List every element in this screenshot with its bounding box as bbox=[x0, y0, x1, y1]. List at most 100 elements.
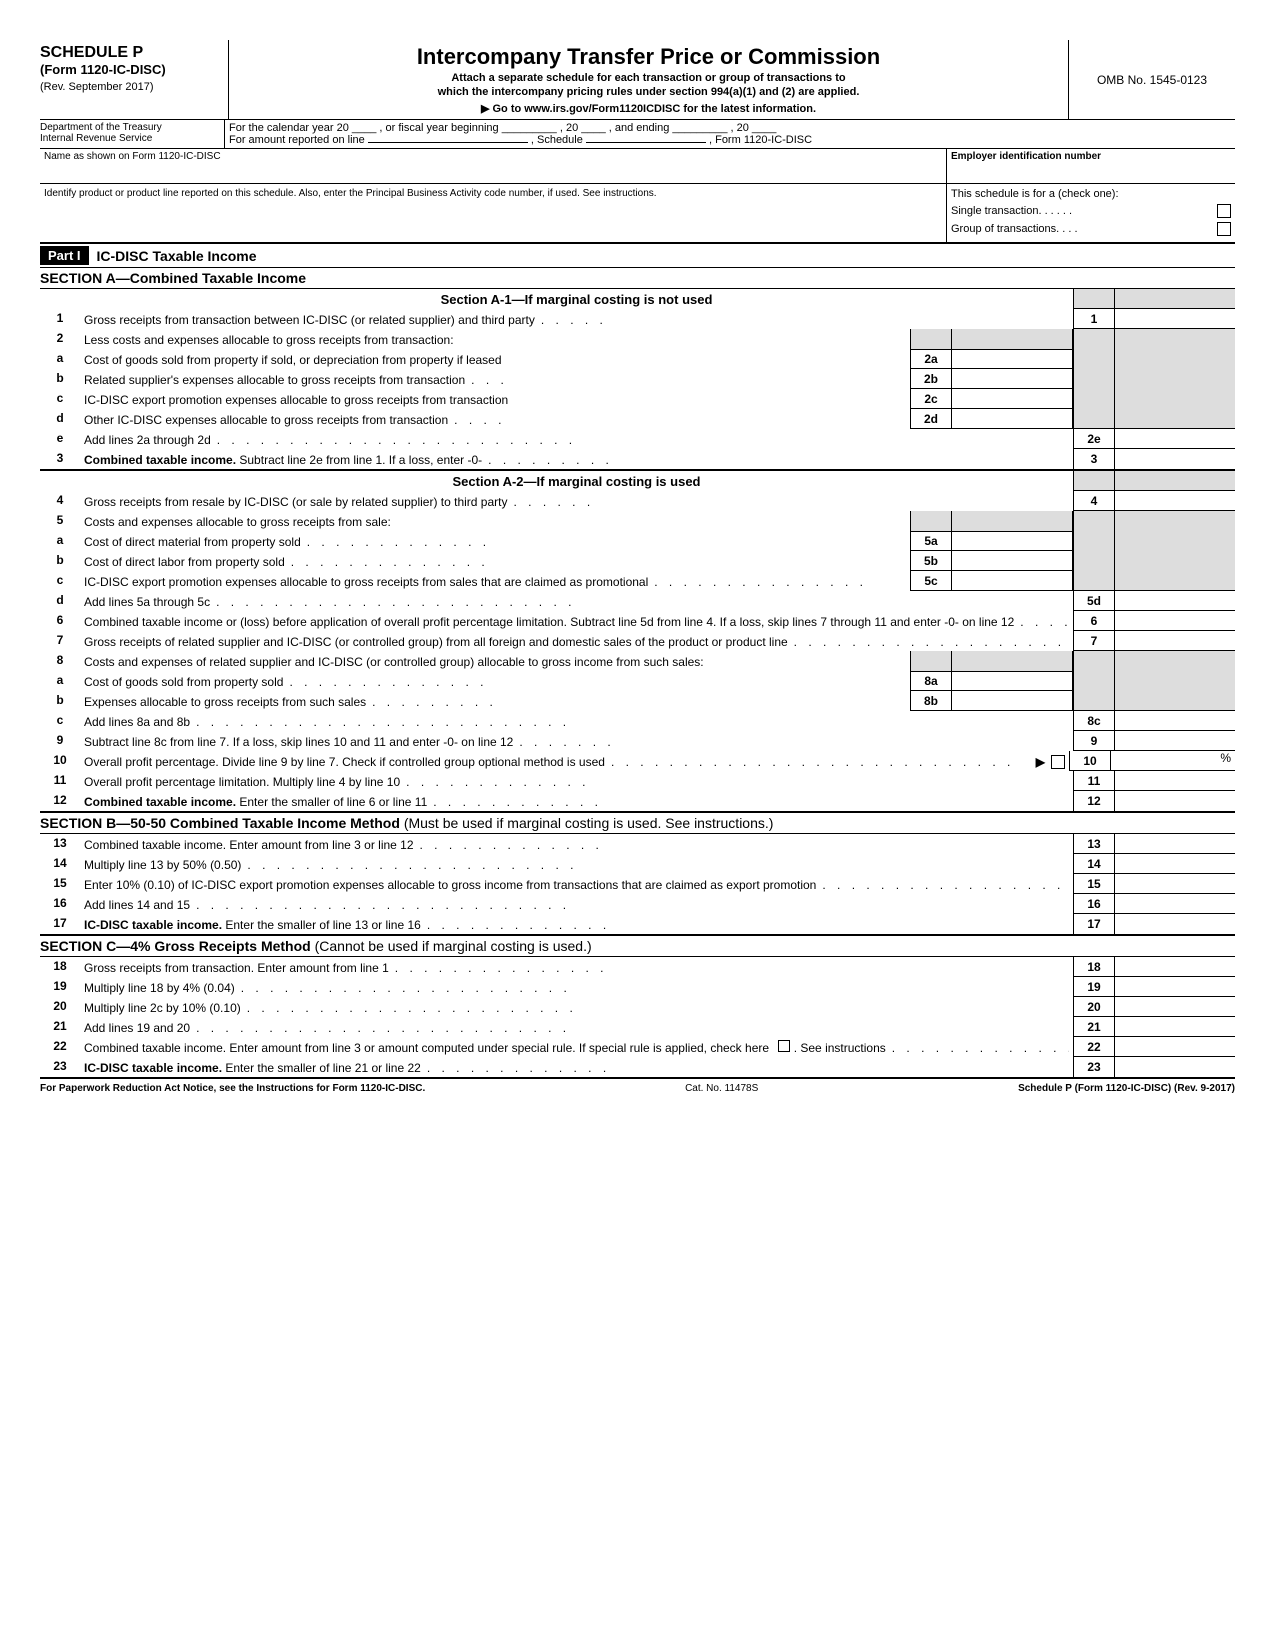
line-11-amount[interactable] bbox=[1115, 771, 1235, 791]
line-14: 14 Multiply line 13 by 50% (0.50). . . .… bbox=[40, 854, 1235, 874]
single-trans-checkbox[interactable] bbox=[1217, 204, 1231, 218]
line-5c-amount[interactable] bbox=[952, 571, 1073, 591]
ein-label: Employer identification number bbox=[946, 149, 1235, 183]
section-b-header: SECTION B—50-50 Combined Taxable Income … bbox=[40, 813, 1235, 834]
line-18-amount[interactable] bbox=[1115, 957, 1235, 977]
line-2b-amount[interactable] bbox=[952, 369, 1073, 389]
schedule-input[interactable] bbox=[586, 142, 706, 143]
line-23: 23 IC-DISC taxable income. Enter the sma… bbox=[40, 1057, 1235, 1079]
line-15-amount[interactable] bbox=[1115, 874, 1235, 894]
line-11: 11 Overall profit percentage limitation.… bbox=[40, 771, 1235, 791]
line-10-checkbox[interactable] bbox=[1051, 755, 1065, 769]
part-1-header: Part I IC-DISC Taxable Income bbox=[40, 244, 1235, 268]
form-number: (Form 1120-IC-DISC) bbox=[40, 62, 220, 77]
section-a1-header: Section A-1—If marginal costing is not u… bbox=[80, 289, 1073, 309]
line-2: 2 Less costs and expenses allocable to g… bbox=[40, 329, 1235, 349]
line-3: 3 Combined taxable income. Subtract line… bbox=[40, 449, 1235, 471]
subtitle-2: which the intercompany pricing rules und… bbox=[237, 86, 1060, 98]
footer: For Paperwork Reduction Act Notice, see … bbox=[40, 1079, 1235, 1094]
line-5b-amount[interactable] bbox=[952, 551, 1073, 571]
line-23-amount[interactable] bbox=[1115, 1057, 1235, 1077]
footer-right: Schedule P (Form 1120-IC-DISC) (Rev. 9-2… bbox=[1018, 1083, 1235, 1094]
line-21: 21 Add lines 19 and 20. . . . . . . . . … bbox=[40, 1017, 1235, 1037]
line-20: 20 Multiply line 2c by 10% (0.10). . . .… bbox=[40, 997, 1235, 1017]
omb-number: OMB No. 1545-0123 bbox=[1068, 40, 1235, 119]
line-6: 6 Combined taxable income or (loss) befo… bbox=[40, 611, 1235, 631]
dept-block: Department of the Treasury Internal Reve… bbox=[40, 120, 225, 148]
line-2a: a Cost of goods sold from property if so… bbox=[40, 349, 1235, 369]
line-3-amount[interactable] bbox=[1115, 449, 1235, 469]
line-12: 12 Combined taxable income. Enter the sm… bbox=[40, 791, 1235, 813]
line-2c-amount[interactable] bbox=[952, 389, 1073, 409]
amount-line: For amount reported on line , Schedule ,… bbox=[229, 134, 1231, 146]
line-22-amount[interactable] bbox=[1115, 1037, 1235, 1057]
line-16: 16 Add lines 14 and 15. . . . . . . . . … bbox=[40, 894, 1235, 914]
year-block: For the calendar year 20 ____ , or fisca… bbox=[225, 120, 1235, 148]
part-title: IC-DISC Taxable Income bbox=[89, 248, 257, 264]
part-label: Part I bbox=[40, 246, 89, 265]
line-22-checkbox[interactable] bbox=[778, 1040, 790, 1052]
line-12-amount[interactable] bbox=[1115, 791, 1235, 811]
line-6-amount[interactable] bbox=[1115, 611, 1235, 631]
line-19: 19 Multiply line 18 by 4% (0.04). . . . … bbox=[40, 977, 1235, 997]
single-trans-line: Single transaction . . . . . . bbox=[951, 204, 1231, 218]
line-20-amount[interactable] bbox=[1115, 997, 1235, 1017]
subtitle-1: Attach a separate schedule for each tran… bbox=[237, 72, 1060, 84]
check-one-label: This schedule is for a (check one): bbox=[951, 188, 1231, 200]
line-5d-amount[interactable] bbox=[1115, 591, 1235, 611]
line-8a-amount[interactable] bbox=[952, 671, 1073, 691]
line-17-amount[interactable] bbox=[1115, 914, 1235, 934]
section-a2-row: Section A-2—If marginal costing is used bbox=[40, 471, 1235, 491]
amount-input[interactable] bbox=[368, 142, 528, 143]
line-8c-amount[interactable] bbox=[1115, 711, 1235, 731]
header-center: Intercompany Transfer Price or Commissio… bbox=[229, 40, 1068, 119]
revision-date: (Rev. September 2017) bbox=[40, 81, 220, 93]
name-row: Name as shown on Form 1120-IC-DISC Emplo… bbox=[40, 149, 1235, 184]
line-1-amount[interactable] bbox=[1115, 309, 1235, 329]
line-2d-amount[interactable] bbox=[952, 409, 1073, 429]
identify-text: Identify product or product line reporte… bbox=[40, 184, 946, 242]
identify-row: Identify product or product line reporte… bbox=[40, 184, 1235, 244]
irs-label: Internal Revenue Service bbox=[40, 133, 220, 144]
line-8: 8 Costs and expenses of related supplier… bbox=[40, 651, 1235, 671]
footer-center: Cat. No. 11478S bbox=[685, 1083, 758, 1094]
line-7-amount[interactable] bbox=[1115, 631, 1235, 651]
line-13-amount[interactable] bbox=[1115, 834, 1235, 854]
name-label: Name as shown on Form 1120-IC-DISC bbox=[40, 149, 946, 183]
line-4-amount[interactable] bbox=[1115, 491, 1235, 511]
line-2b: b Related supplier's expenses allocable … bbox=[40, 369, 1235, 389]
line-16-amount[interactable] bbox=[1115, 894, 1235, 914]
calendar-year-line: For the calendar year 20 ____ , or fisca… bbox=[229, 122, 1231, 134]
line-21-amount[interactable] bbox=[1115, 1017, 1235, 1037]
footer-left: For Paperwork Reduction Act Notice, see … bbox=[40, 1083, 425, 1094]
line-5a: a Cost of direct material from property … bbox=[40, 531, 1235, 551]
year-row: Department of the Treasury Internal Reve… bbox=[40, 120, 1235, 149]
line-2d: d Other IC-DISC expenses allocable to gr… bbox=[40, 409, 1235, 429]
schedule-label: SCHEDULE P bbox=[40, 44, 220, 62]
line-8a: a Cost of goods sold from property sold.… bbox=[40, 671, 1235, 691]
dept-label: Department of the Treasury bbox=[40, 122, 220, 133]
line-18: 18 Gross receipts from transaction. Ente… bbox=[40, 957, 1235, 977]
line-8c: c Add lines 8a and 8b. . . . . . . . . .… bbox=[40, 711, 1235, 731]
line-7: 7 Gross receipts of related supplier and… bbox=[40, 631, 1235, 651]
section-a2-header: Section A-2—If marginal costing is used bbox=[80, 471, 1073, 491]
line-5b: b Cost of direct labor from property sol… bbox=[40, 551, 1235, 571]
group-trans-checkbox[interactable] bbox=[1217, 222, 1231, 236]
line-15: 15 Enter 10% (0.10) of IC-DISC export pr… bbox=[40, 874, 1235, 894]
line-1: 1 Gross receipts from transaction betwee… bbox=[40, 309, 1235, 329]
line-8b: b Expenses allocable to gross receipts f… bbox=[40, 691, 1235, 711]
line-5a-amount[interactable] bbox=[952, 531, 1073, 551]
line-10: 10 Overall profit percentage. Divide lin… bbox=[40, 751, 1235, 771]
line-8b-amount[interactable] bbox=[952, 691, 1073, 711]
line-2a-amount[interactable] bbox=[952, 349, 1073, 369]
line-14-amount[interactable] bbox=[1115, 854, 1235, 874]
line-9-amount[interactable] bbox=[1115, 731, 1235, 751]
line-2e-amount[interactable] bbox=[1115, 429, 1235, 449]
line-4: 4 Gross receipts from resale by IC-DISC … bbox=[40, 491, 1235, 511]
form-header: SCHEDULE P (Form 1120-IC-DISC) (Rev. Sep… bbox=[40, 40, 1235, 120]
line-10-amount[interactable]: % bbox=[1111, 751, 1235, 771]
line-19-amount[interactable] bbox=[1115, 977, 1235, 997]
line-5c: c IC-DISC export promotion expenses allo… bbox=[40, 571, 1235, 591]
line-9: 9 Subtract line 8c from line 7. If a los… bbox=[40, 731, 1235, 751]
line-5: 5 Costs and expenses allocable to gross … bbox=[40, 511, 1235, 531]
